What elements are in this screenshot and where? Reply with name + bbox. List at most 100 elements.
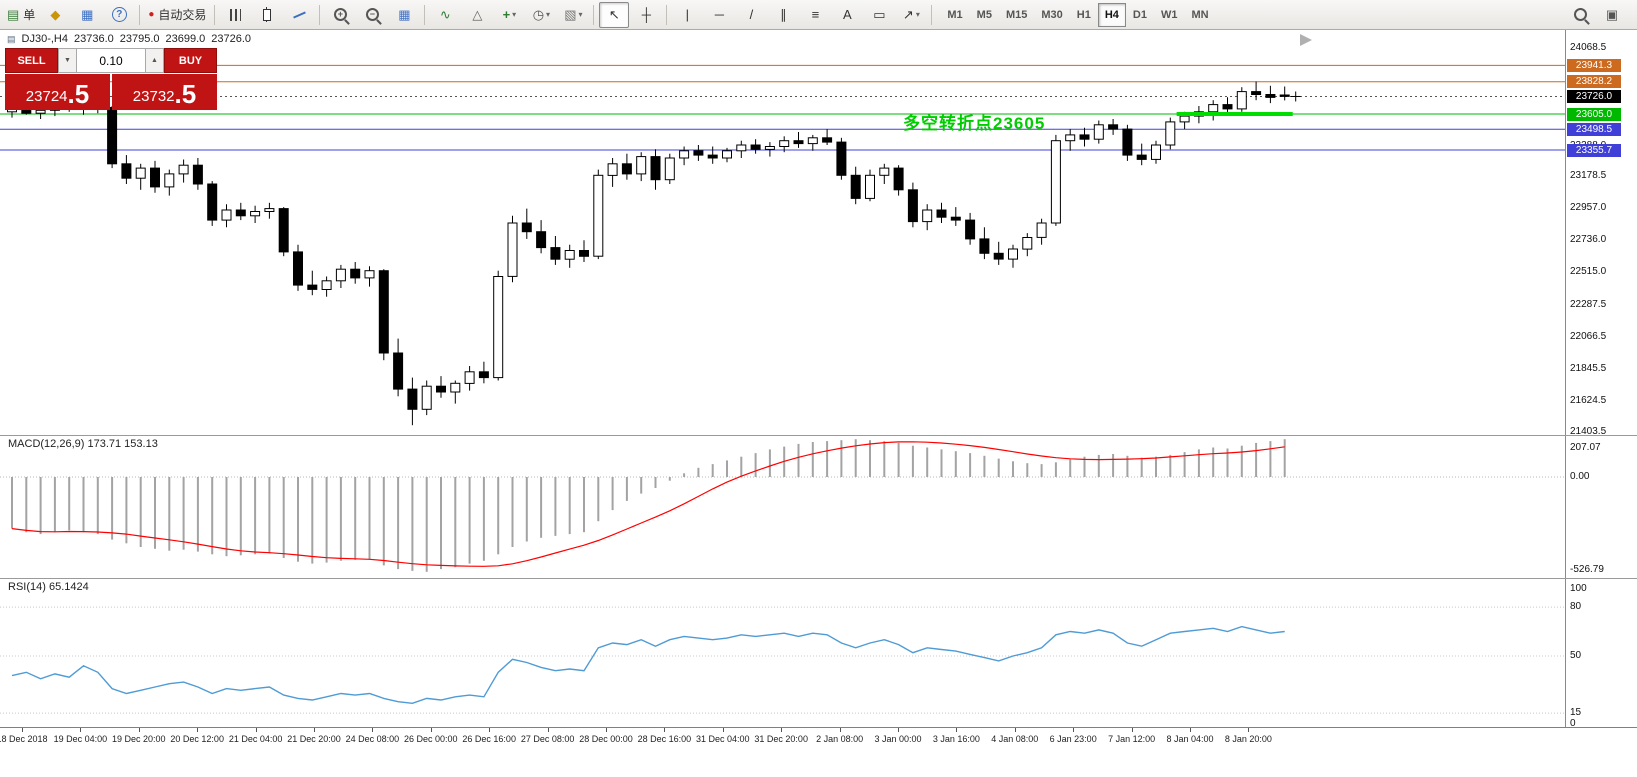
shapes-button[interactable]: ▭ xyxy=(864,2,894,28)
crosshair-button[interactable]: ┼ xyxy=(631,2,661,28)
new-order-button[interactable]: ▤ 单 xyxy=(4,2,38,28)
panel-separator[interactable] xyxy=(0,435,1637,436)
fibonacci-button[interactable]: ≡ xyxy=(800,2,830,28)
price-line-label: 23605.0 xyxy=(1567,107,1621,121)
text-tool-icon: A xyxy=(843,7,852,22)
chart-shift-icon xyxy=(1300,34,1312,46)
volume-decrease-button[interactable]: ▼ xyxy=(58,48,77,73)
chart-profile-button[interactable]: ◆ xyxy=(40,2,70,28)
magnifier-button[interactable] xyxy=(1565,2,1595,28)
buy-price-dec: .5 xyxy=(174,79,197,109)
macd-panel[interactable] xyxy=(0,436,1565,578)
channel-icon: ∥ xyxy=(780,6,787,22)
price-axis-label: 23178.5 xyxy=(1570,170,1607,182)
clock-icon: ◷ xyxy=(532,6,545,22)
price-scale[interactable]: 24068.523388.023178.522957.022736.022515… xyxy=(1565,30,1637,729)
text-button[interactable]: A xyxy=(832,2,862,28)
timeframe-bar: M1 M5 M15 M30 H1 H4 D1 W1 MN xyxy=(940,2,1215,27)
sell-button[interactable]: SELL xyxy=(5,48,58,73)
trendline-button[interactable]: / xyxy=(736,2,766,28)
price-axis-label: 22066.5 xyxy=(1570,330,1607,342)
price-axis-label: 21845.5 xyxy=(1570,362,1607,374)
volume-increase-button[interactable]: ▲ xyxy=(145,48,164,73)
indicators-button[interactable]: ∿ xyxy=(430,2,460,28)
buy-button[interactable]: BUY xyxy=(164,48,217,73)
time-axis-label: 4 Jan 08:00 xyxy=(991,734,1039,744)
chevron-down-icon: ▾ xyxy=(546,10,551,19)
arrows-button[interactable]: ↗ ▾ xyxy=(896,2,926,28)
time-axis-label: 19 Dec 04:00 xyxy=(53,734,108,744)
new-order-button-label: 单 xyxy=(23,8,36,22)
price-line-label: 23726.0 xyxy=(1567,90,1621,103)
price-line-label: 23498.5 xyxy=(1567,122,1621,136)
macd-scale-label: 0.00 xyxy=(1570,471,1590,482)
bar-chart-button[interactable] xyxy=(220,2,250,28)
price-axis-label: 22736.0 xyxy=(1570,234,1607,245)
time-axis-tick xyxy=(839,728,841,732)
help-button[interactable]: ? xyxy=(104,2,134,28)
grid-icon: ▦ xyxy=(398,6,411,22)
price-axis-label: 24068.5 xyxy=(1570,41,1607,53)
time-axis-label: 2 Jan 08:00 xyxy=(816,734,864,744)
timeframe-h4-button[interactable]: H4 xyxy=(1097,2,1126,27)
macd-scale-label: 207.07 xyxy=(1570,442,1601,453)
channel-button[interactable]: ∥ xyxy=(768,2,798,28)
timeframe-d1-button[interactable]: D1 xyxy=(1132,8,1147,21)
candlestick-chart-button[interactable] xyxy=(252,2,282,28)
macd-signal-line xyxy=(11,441,1285,567)
time-axis-tick xyxy=(372,728,374,732)
timeframe-m15-button[interactable]: M15 xyxy=(1005,8,1028,21)
timeframe-m5-button[interactable]: M5 xyxy=(976,8,992,21)
timeframe-m1-button[interactable]: M1 xyxy=(947,8,963,21)
zoom-in-icon: + xyxy=(333,8,347,21)
chevron-down-icon: ▾ xyxy=(915,10,920,19)
chart-title: ▤ DJ30-,H4 23736.0 23795.0 23699.0 23726… xyxy=(7,33,251,45)
time-axis-label: 7 Jan 12:00 xyxy=(1108,734,1156,744)
time-axis[interactable]: 18 Dec 2018 19 Dec 04:00 19 Dec 20:00 20 De… xyxy=(0,727,1637,777)
rsi-panel[interactable] xyxy=(0,579,1565,727)
time-axis-label: 19 Dec 20:00 xyxy=(112,734,166,744)
rsi-scale-label: 80 xyxy=(1570,601,1582,613)
time-axis-tick xyxy=(489,728,491,732)
timeframe-h1-button[interactable]: H1 xyxy=(1076,8,1091,21)
rsi-scale-label: 50 xyxy=(1570,650,1582,661)
chart-windows-button[interactable]: ▣ xyxy=(1597,2,1627,28)
bars-icon xyxy=(229,8,241,21)
time-axis-label: 3 Jan 16:00 xyxy=(932,734,980,744)
new-chart-button[interactable]: + ▾ xyxy=(494,2,524,28)
timeframe-m30-button[interactable]: M30 xyxy=(1041,8,1063,21)
panel-separator[interactable] xyxy=(0,578,1637,579)
buy-price-button[interactable]: 23732.5 xyxy=(112,74,217,110)
time-axis-tick xyxy=(138,728,140,732)
toolbar: ▤ 单 ◆ ▦? ● 自动交易 + − ▦ ∿ △ + ▾ ◷ ▾ ▧ ▾ ↖ ┼ | ─ / ∥ ≡ A ▭ ↗ ▾ M1 M5 M15 M… xyxy=(0,0,1637,30)
time-axis-tick xyxy=(722,728,724,732)
templates-button[interactable]: ▧ ▾ xyxy=(558,2,588,28)
price-lines xyxy=(0,64,1565,151)
market-watch-button[interactable]: ▦ xyxy=(72,2,102,28)
timeframe-mn-button[interactable]: MN xyxy=(1191,8,1209,21)
line-chart-button[interactable] xyxy=(284,2,314,28)
zoom-out-button[interactable]: − xyxy=(357,2,387,28)
auto-trading-button[interactable]: ● 自动交易 xyxy=(145,2,209,28)
vertical-line-button[interactable]: | xyxy=(672,2,702,28)
price-chart[interactable] xyxy=(0,30,1565,435)
price-axis-label: 22957.0 xyxy=(1570,202,1607,214)
toolbar-right-group: ▣ xyxy=(1564,2,1628,28)
periods-button[interactable]: ◷ ▾ xyxy=(526,2,556,28)
time-axis-tick xyxy=(547,728,549,732)
volume-input[interactable]: 0.10 xyxy=(77,48,145,73)
grid-button[interactable]: ▦ xyxy=(389,2,419,28)
trade-panel-price-row: 23724.5 23732.5 xyxy=(5,74,217,110)
time-axis-tick xyxy=(314,728,315,732)
price-axis-label: 22287.5 xyxy=(1570,298,1607,310)
objects-list-button[interactable]: △ xyxy=(462,2,492,28)
time-axis-label: 26 Dec 00:00 xyxy=(404,734,458,744)
price-line-label: 23355.7 xyxy=(1567,143,1621,157)
timeframe-w1-button[interactable]: W1 xyxy=(1160,8,1178,21)
zoom-in-button[interactable]: + xyxy=(325,2,355,28)
horizontal-line-button[interactable]: ─ xyxy=(704,2,734,28)
time-axis-tick xyxy=(781,728,783,732)
sell-price-button[interactable]: 23724.5 xyxy=(5,74,110,110)
cursor-button[interactable]: ↖ xyxy=(599,1,630,28)
